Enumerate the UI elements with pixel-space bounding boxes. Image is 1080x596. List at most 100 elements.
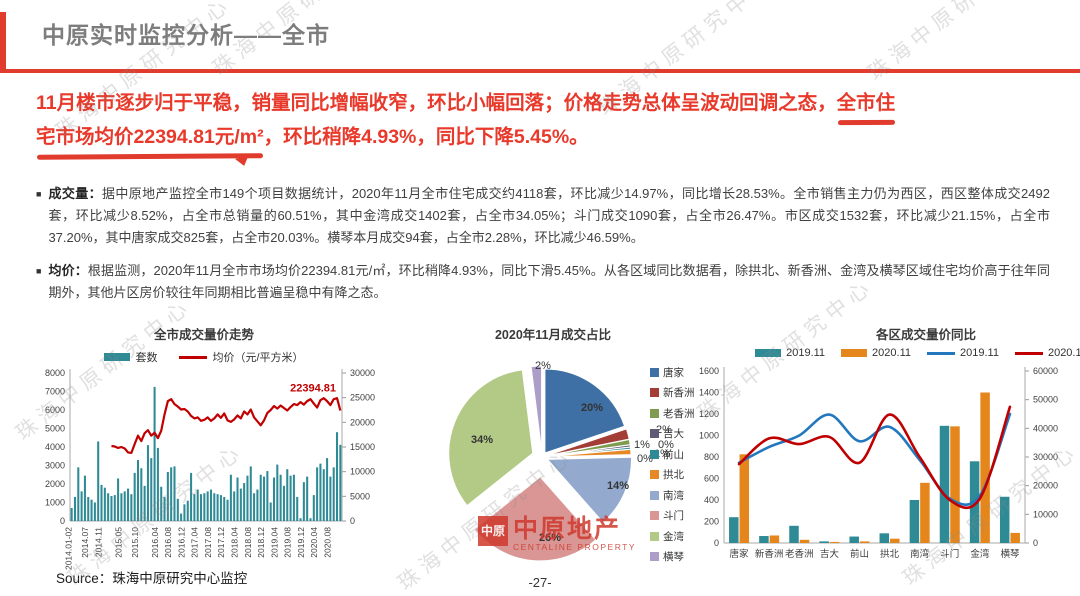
svg-text:唐家: 唐家 (730, 548, 750, 560)
sq-swatch (650, 367, 659, 377)
svg-text:30000: 30000 (350, 368, 375, 378)
svg-text:800: 800 (704, 452, 719, 462)
svg-text:4000: 4000 (45, 442, 65, 452)
svg-text:老香洲: 老香洲 (785, 548, 814, 560)
svg-text:7000: 7000 (45, 387, 65, 397)
svg-text:前山: 前山 (850, 548, 869, 560)
svg-text:0%: 0% (658, 439, 674, 451)
svg-text:200: 200 (704, 517, 719, 527)
svg-text:25000: 25000 (350, 393, 375, 403)
svg-text:3000: 3000 (45, 461, 65, 471)
sq-swatch (650, 511, 659, 521)
svg-text:2015.10: 2015.10 (130, 527, 140, 558)
chart-district-yoy: 各区成交量价同比 2019.11 2020.11 2019.11 2020.11 0 2… (692, 318, 1080, 580)
legend-label: 南湾 (663, 489, 684, 502)
legend-label: 前山 (663, 448, 684, 461)
red-divider (0, 69, 1080, 73)
underline-arrow-icon (235, 155, 252, 168)
svg-text:2017.08: 2017.08 (203, 527, 213, 558)
svg-text:2000: 2000 (45, 479, 65, 489)
svg-text:40000: 40000 (1033, 423, 1058, 433)
legend-item: 2020.11 (841, 347, 911, 359)
line-swatch (179, 355, 208, 359)
legend-item: 2019.11 (927, 347, 999, 359)
svg-text:5000: 5000 (350, 491, 370, 501)
legend-label: 2019.11 (786, 347, 826, 359)
legend-label: 金湾 (663, 530, 684, 543)
trend-chart-title: 全市成交量价走势 (153, 328, 254, 342)
svg-text:1000: 1000 (45, 498, 65, 508)
svg-text:15000: 15000 (350, 442, 375, 452)
legend-label: 套数 (135, 352, 158, 364)
legend-item: 横琴 (650, 547, 695, 568)
bullet-price-label: 均价： (48, 263, 88, 278)
legend-item: 吉大 (650, 424, 695, 445)
svg-text:20000: 20000 (1033, 481, 1058, 491)
legend-item: 套数 (104, 349, 157, 365)
svg-text:0: 0 (60, 516, 65, 526)
bullet-volume: ■ 成交量：据中原地产监控全市149个项目数据统计，2020年11月全市住宅成交… (36, 183, 1050, 249)
svg-text:20000: 20000 (350, 417, 375, 427)
svg-text:50000: 50000 (1033, 395, 1058, 405)
district-chart-legend: 2019.11 2020.11 2019.11 2020.11 (692, 347, 1080, 359)
svg-text:2020.08: 2020.08 (322, 527, 332, 558)
svg-text:6000: 6000 (45, 405, 65, 415)
legend-label: 2020.11 (1047, 347, 1080, 359)
legend-label: 吉大 (663, 428, 684, 441)
svg-text:2018.12: 2018.12 (256, 527, 266, 558)
bar-swatch (104, 353, 131, 361)
sq-swatch (650, 408, 659, 418)
district-chart-title: 各区成交量价同比 (875, 328, 976, 342)
legend-label: 横琴 (663, 551, 684, 564)
svg-text:22394.81: 22394.81 (290, 382, 336, 394)
sq-swatch (650, 429, 659, 439)
line-swatch (927, 351, 955, 355)
legend-item: 唐家 (650, 362, 695, 383)
trend-chart-legend: 套数 均价（元/平方米） (20, 349, 388, 365)
svg-text:20%: 20% (581, 402, 603, 414)
svg-text:1600: 1600 (699, 366, 719, 376)
svg-text:2014.01-02: 2014.01-02 (64, 527, 74, 570)
bullet-volume-label: 成交量： (48, 186, 102, 201)
svg-text:1000: 1000 (699, 431, 719, 441)
svg-text:金湾: 金湾 (970, 548, 990, 560)
sq-swatch (650, 552, 659, 562)
headline-line2: 宅市场均价22394.81元/m² ，环比稍降4.93%，同比下降5.45%。 (36, 120, 1056, 168)
svg-text:26%: 26% (539, 532, 561, 544)
legend-item: 斗门 (650, 506, 695, 527)
svg-text:横琴: 横琴 (1000, 548, 1020, 560)
sq-swatch (650, 531, 659, 541)
sq-swatch (650, 449, 659, 459)
svg-text:0: 0 (714, 538, 719, 548)
svg-text:2014.11: 2014.11 (94, 527, 104, 557)
svg-text:2015.05: 2015.05 (113, 527, 123, 558)
bullet-square-icon: ■ (36, 266, 42, 276)
headline: 11月楼市逐步归于平稳，销量同比增幅收窄，环比小幅回落；价格走势总体呈波动回调之… (36, 86, 1056, 168)
legend-item: 老香洲 (650, 403, 695, 424)
svg-text:10000: 10000 (1033, 509, 1058, 519)
watermark-text: 珠海中原研究中心 (863, 0, 1049, 86)
bar-swatch (841, 349, 868, 357)
legend-item: 2019.11 (755, 347, 825, 359)
page-number: -27- (528, 575, 552, 590)
svg-text:2%: 2% (656, 424, 672, 436)
svg-text:1%: 1% (634, 439, 650, 451)
chart-nov-share-pie: 2020年11月成交占比 20% 2% 1% 0% 0% 1% 14% 26% 34% 2% 唐家… (392, 318, 714, 580)
svg-text:0: 0 (1033, 538, 1038, 548)
svg-text:14%: 14% (607, 480, 629, 492)
svg-text:2017.04: 2017.04 (190, 527, 200, 558)
sq-swatch (650, 490, 659, 500)
svg-text:2020.04: 2020.04 (309, 527, 319, 558)
legend-label: 均价（元/平方米） (212, 352, 304, 364)
svg-text:斗门: 斗门 (940, 548, 959, 560)
svg-text:2016.12: 2016.12 (176, 527, 186, 558)
bar-swatch (755, 349, 782, 357)
red-accent-bar (0, 12, 6, 70)
pie-chart-legend: 唐家 新香洲 老香洲 吉大 前山 拱北 南湾 斗门 金湾 横琴 (650, 362, 695, 567)
source-note: Source：珠海中原研究中心监控 (56, 571, 248, 586)
svg-text:南湾: 南湾 (910, 548, 930, 560)
chart-volume-price-trend: 全市成交量价走势 套数 均价（元/平方米） 0 1000 2000 3000 4000 50… (20, 318, 388, 580)
svg-text:拱北: 拱北 (880, 548, 900, 560)
svg-text:2018.08: 2018.08 (243, 527, 253, 558)
